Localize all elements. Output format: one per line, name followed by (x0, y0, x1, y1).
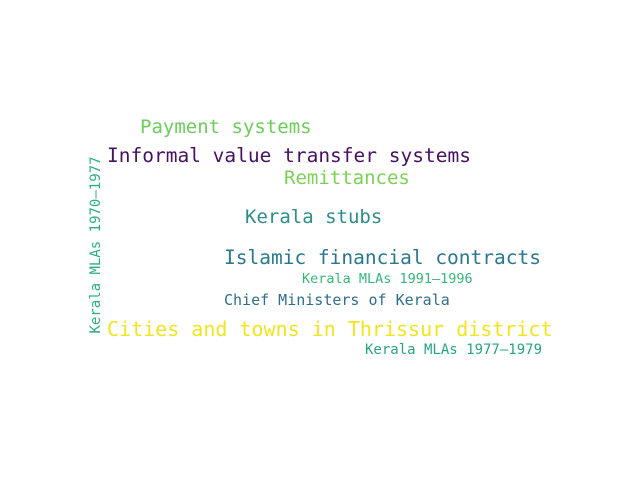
word-islamic-financial-contracts[interactable]: Islamic financial contracts (224, 246, 541, 269)
word-kerala-mlas-1970-1977-vertical[interactable]: Kerala MLAs 1970–1977 (88, 156, 104, 334)
word-kerala-mlas-1991-1996[interactable]: Kerala MLAs 1991–1996 (302, 271, 473, 287)
word-informal-value-transfer-systems[interactable]: Informal value transfer systems (107, 144, 471, 167)
word-cities-and-towns-in-thrissur-district[interactable]: Cities and towns in Thrissur district (107, 317, 553, 341)
word-remittances[interactable]: Remittances (284, 167, 410, 189)
word-kerala-mlas-1977-1979[interactable]: Kerala MLAs 1977–1979 (365, 342, 543, 358)
word-chief-ministers-of-kerala[interactable]: Chief Ministers of Kerala (224, 291, 450, 309)
word-kerala-stubs[interactable]: Kerala stubs (245, 206, 383, 228)
word-payment-systems[interactable]: Payment systems (140, 116, 312, 138)
